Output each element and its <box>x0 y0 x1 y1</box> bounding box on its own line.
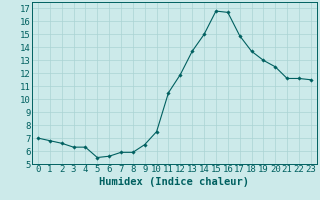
X-axis label: Humidex (Indice chaleur): Humidex (Indice chaleur) <box>100 177 249 187</box>
